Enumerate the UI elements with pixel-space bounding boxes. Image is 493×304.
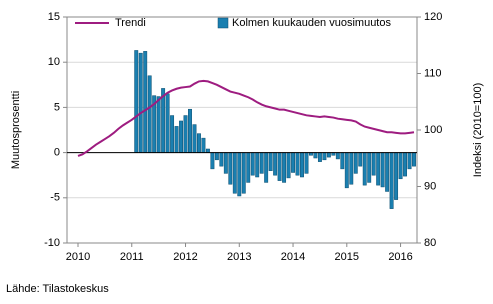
bar [179, 120, 183, 153]
x-tick-label: 2013 [227, 251, 251, 263]
bar [210, 152, 215, 170]
bar [385, 152, 390, 192]
bar [170, 115, 175, 153]
y2-tick-label: 90 [424, 180, 436, 192]
bar [188, 108, 192, 153]
bar [192, 124, 197, 153]
bar [282, 152, 287, 183]
bar [340, 152, 345, 170]
bar [371, 152, 376, 176]
x-tick-label: 2010 [66, 251, 90, 263]
bar [223, 152, 228, 174]
y-tick-label: 0 [54, 147, 60, 159]
bar [349, 152, 354, 185]
bar [197, 133, 201, 153]
y2-tick-label: 120 [424, 11, 442, 23]
bar [300, 152, 304, 178]
y-tick-label: 5 [54, 101, 60, 113]
legend-label: Trendi [115, 17, 146, 29]
bar [304, 152, 309, 174]
bar [398, 152, 403, 180]
bar [358, 152, 363, 167]
bar [246, 152, 251, 183]
bar [317, 152, 322, 162]
x-tick-label: 2015 [335, 251, 359, 263]
bar [344, 152, 349, 189]
bar [313, 152, 318, 159]
legend-swatch [217, 17, 229, 29]
bar [291, 152, 295, 173]
bar [219, 152, 224, 167]
bar [367, 152, 372, 183]
bar [183, 115, 188, 153]
y-tick-label: -10 [44, 237, 60, 249]
bar [250, 152, 255, 176]
bar [322, 152, 327, 161]
bar [273, 152, 278, 176]
y-axis-label: Muutosprosentti [10, 91, 22, 169]
bar [389, 152, 394, 209]
bar [335, 152, 340, 160]
bar [295, 152, 300, 176]
y-tick-label: 15 [48, 11, 60, 23]
x-tick-label: 2014 [281, 251, 305, 263]
bar [241, 152, 246, 194]
plot-frame [66, 16, 418, 244]
bar [403, 152, 407, 177]
y2-tick-label: 80 [424, 237, 436, 249]
bar [138, 52, 143, 153]
bar [264, 152, 269, 183]
bar [147, 75, 152, 153]
trend-line [77, 79, 415, 157]
bar [286, 152, 291, 179]
bar [214, 152, 219, 161]
x-tick-label: 2012 [173, 251, 197, 263]
bar [268, 152, 273, 171]
y2-axis-label: Indeksi (2010=100) [472, 83, 484, 177]
bar [259, 152, 264, 174]
x-tick-label: 2016 [388, 251, 412, 263]
bar [201, 137, 206, 153]
bar [205, 148, 210, 153]
bar [362, 152, 367, 186]
bar [277, 152, 282, 181]
bar [353, 152, 358, 174]
bar [376, 152, 381, 186]
y2-tick-label: 100 [424, 124, 442, 136]
bar [228, 152, 233, 185]
bar [380, 152, 385, 188]
bar [143, 51, 148, 153]
bar [412, 152, 416, 167]
legend-label: Kolmen kuukauden vuosimuutos [232, 17, 391, 29]
bar [255, 152, 260, 178]
bar [156, 96, 161, 153]
y-tick-label: -5 [50, 192, 60, 204]
y2-tick-label: 110 [424, 67, 442, 79]
bar [237, 152, 242, 197]
bar [407, 152, 412, 170]
bar [232, 152, 237, 194]
source: Lähde: Tilastokeskus [6, 283, 109, 295]
bar [326, 152, 331, 158]
bar [394, 152, 399, 200]
bar [134, 50, 139, 153]
y-tick-label: 10 [48, 56, 60, 68]
bar [165, 93, 170, 153]
bar [174, 126, 179, 153]
x-tick-label: 2011 [120, 251, 144, 263]
